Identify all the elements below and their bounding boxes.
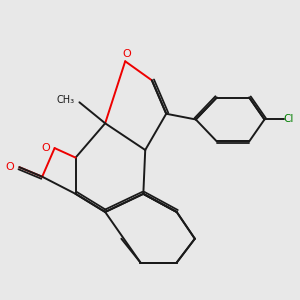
Text: O: O [41, 143, 50, 153]
Text: CH₃: CH₃ [56, 95, 74, 105]
Text: Cl: Cl [284, 115, 294, 124]
Text: O: O [6, 162, 14, 172]
Text: O: O [122, 49, 131, 59]
